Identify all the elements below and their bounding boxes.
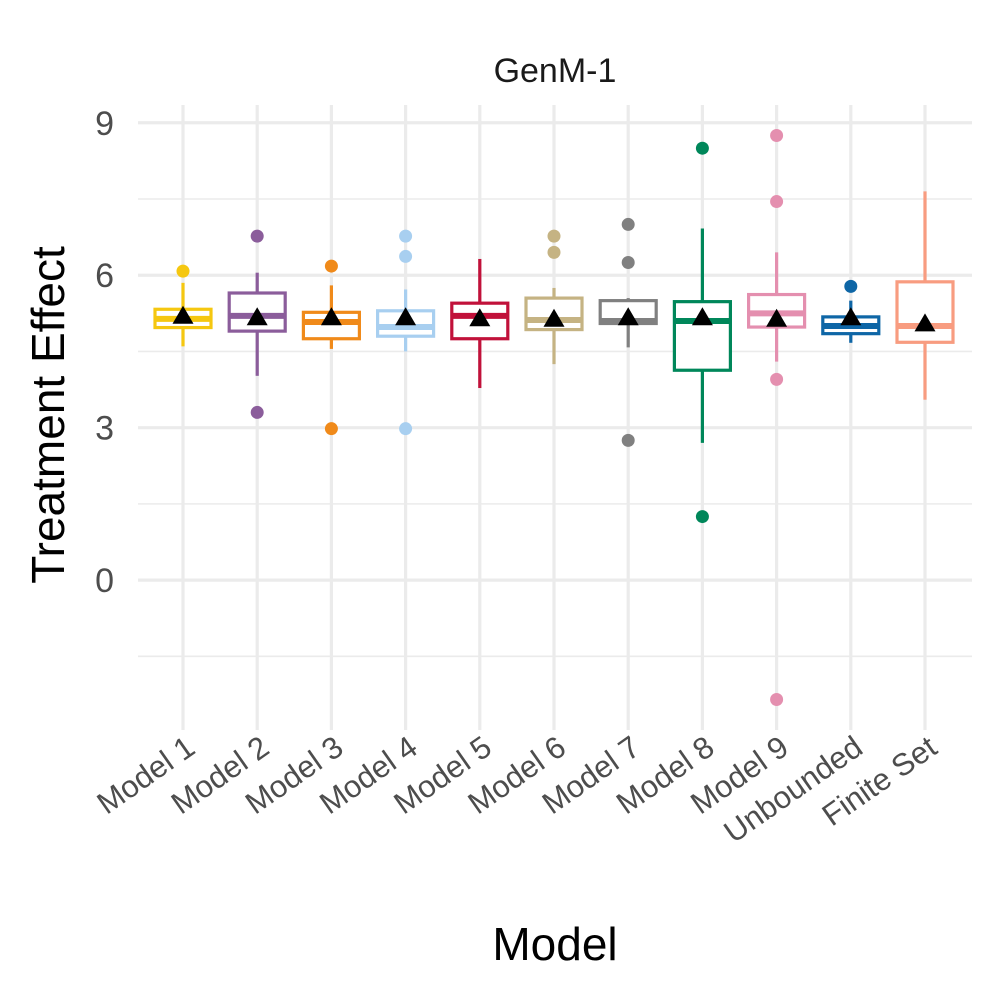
outlier-point: [547, 245, 561, 259]
box-model-1: [153, 264, 213, 347]
mean-marker: [246, 307, 268, 326]
outlier-point: [770, 372, 784, 386]
outlier-point: [844, 279, 858, 293]
x-axis-title: Model: [492, 918, 617, 970]
outlier-point: [399, 422, 413, 436]
y-tick-label: 9: [95, 105, 114, 143]
mean-marker: [766, 308, 788, 327]
mean-marker: [840, 307, 862, 326]
box-unbounded: [821, 279, 881, 343]
box-model-3: [301, 259, 361, 436]
outlier-point: [250, 229, 264, 243]
mean-marker: [617, 307, 639, 326]
outlier-point: [176, 264, 190, 278]
box-model-8: [672, 141, 733, 524]
box-body: [672, 300, 733, 372]
outlier-point: [399, 249, 413, 263]
outlier-point: [770, 195, 784, 209]
outlier-point: [621, 217, 635, 231]
box-model-4: [376, 229, 436, 436]
mean-marker: [395, 307, 417, 326]
outlier-point: [324, 422, 338, 436]
box-model-2: [227, 229, 287, 419]
box-model-7: [598, 217, 658, 447]
grid-lines: [138, 105, 972, 730]
y-tick-label: 3: [95, 410, 114, 448]
mean-marker: [172, 305, 194, 324]
box-model-6: [524, 229, 584, 365]
chart-title: GenM-1: [494, 52, 617, 90]
outlier-point: [250, 405, 264, 419]
outlier-point: [695, 141, 709, 155]
outlier-point: [324, 259, 338, 273]
y-axis-ticks: 0 3 6 9: [95, 105, 114, 600]
outlier-point: [770, 693, 784, 707]
boxes: [153, 128, 955, 707]
box-finite-set: [895, 191, 955, 400]
outlier-point: [621, 256, 635, 270]
box-body: [895, 280, 955, 344]
box-model-9: [746, 128, 807, 707]
box-model-5: [450, 258, 510, 389]
outlier-point: [399, 229, 413, 243]
y-axis-title: Treatment Effect: [22, 246, 74, 584]
box-body: [450, 301, 510, 341]
y-tick-label: 6: [95, 257, 114, 295]
outlier-point: [547, 229, 561, 243]
mean-marker: [691, 307, 713, 326]
mean-marker: [543, 308, 565, 327]
outlier-point: [621, 433, 635, 447]
outlier-point: [770, 128, 784, 142]
outlier-point: [695, 510, 709, 524]
y-tick-label: 0: [95, 562, 114, 600]
mean-marker: [914, 313, 936, 332]
mean-marker: [320, 307, 342, 326]
mean-marker: [469, 308, 491, 327]
